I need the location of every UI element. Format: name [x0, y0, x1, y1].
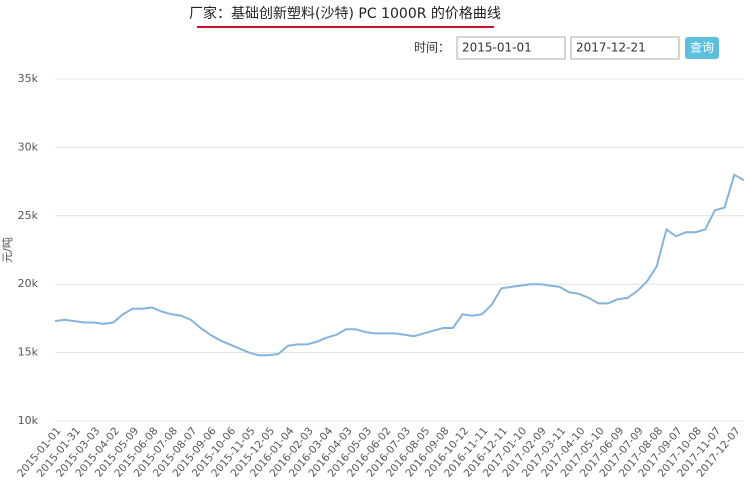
y-axis-label: 元/吨 [1, 237, 14, 263]
chart-title: 厂家：基础创新塑料(沙特) PC 1000R 的价格曲线 [189, 5, 501, 22]
y-tick-label: 35k [18, 72, 39, 85]
y-tick-label: 20k [18, 277, 39, 290]
time-label: 时间： [414, 41, 450, 55]
end-date-input[interactable] [570, 36, 680, 60]
query-button[interactable] [685, 37, 719, 59]
query-button-label: 查询 [690, 41, 714, 55]
y-tick-label: 25k [18, 209, 39, 222]
y-tick-label: 15k [18, 346, 39, 359]
start-date-input[interactable] [456, 36, 566, 60]
end-date: 2017-12-21 [576, 41, 646, 55]
start-date: 2015-01-01 [462, 41, 532, 55]
price-line [54, 173, 745, 357]
y-tick-label: 30k [18, 140, 39, 153]
y-tick-label: 10k [18, 414, 39, 427]
